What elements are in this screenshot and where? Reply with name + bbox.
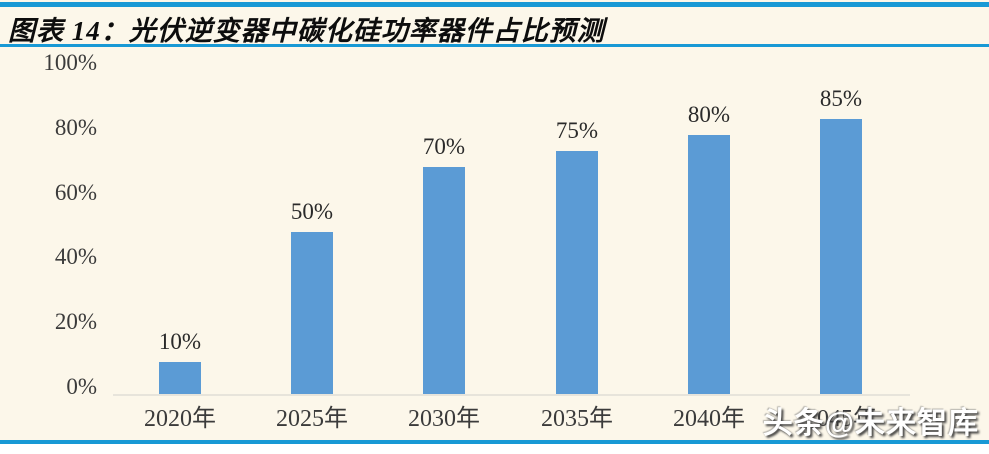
bar-value-label: 85% [819, 86, 863, 111]
y-axis-tick-label: 80% [54, 114, 97, 140]
x-axis-tick-label: 2035年 [541, 406, 613, 432]
bar-value-label: 70% [422, 134, 466, 159]
x-axis-tick-label: 2020年 [144, 406, 216, 432]
bar-2025年 [291, 232, 333, 394]
y-axis-tick-label: 0% [66, 374, 97, 399]
title-divider [0, 44, 989, 47]
bar-chart: 0% 20% 40% 60% 80% 100% 10% 2020年 50% 2025年 70% 203… [0, 47, 989, 440]
x-axis-tick-label: 2025年 [276, 406, 348, 432]
bar-value-label: 50% [290, 199, 334, 224]
x-axis-tick-label: 2040年 [673, 406, 745, 432]
x-axis-tick-label: 2030年 [408, 406, 480, 432]
figure-title: 图表 14：光伏逆变器中碳化硅功率器件占比预测 [8, 16, 605, 46]
x-axis-tick-label: 2045年 [805, 406, 877, 432]
y-axis-tick-label: 100% [43, 50, 97, 75]
watermark: 头条@未来智库 [762, 407, 979, 440]
y-axis-tick-label: 60% [54, 179, 97, 205]
bottom-divider [0, 440, 989, 444]
top-divider [0, 2, 989, 7]
bar-value-label: 80% [687, 102, 731, 127]
y-axis-tick-label: 20% [54, 309, 97, 335]
bar-2020年 [159, 362, 201, 394]
bar-value-label: 10% [158, 329, 202, 354]
y-axis-tick-label: 40% [54, 244, 97, 270]
bar-2040年 [688, 135, 730, 394]
bar-2035年 [556, 151, 598, 394]
bar-2030年 [423, 167, 465, 394]
bar-value-label: 75% [555, 118, 599, 143]
bar-2045年 [820, 119, 862, 394]
x-axis-line [113, 394, 910, 396]
